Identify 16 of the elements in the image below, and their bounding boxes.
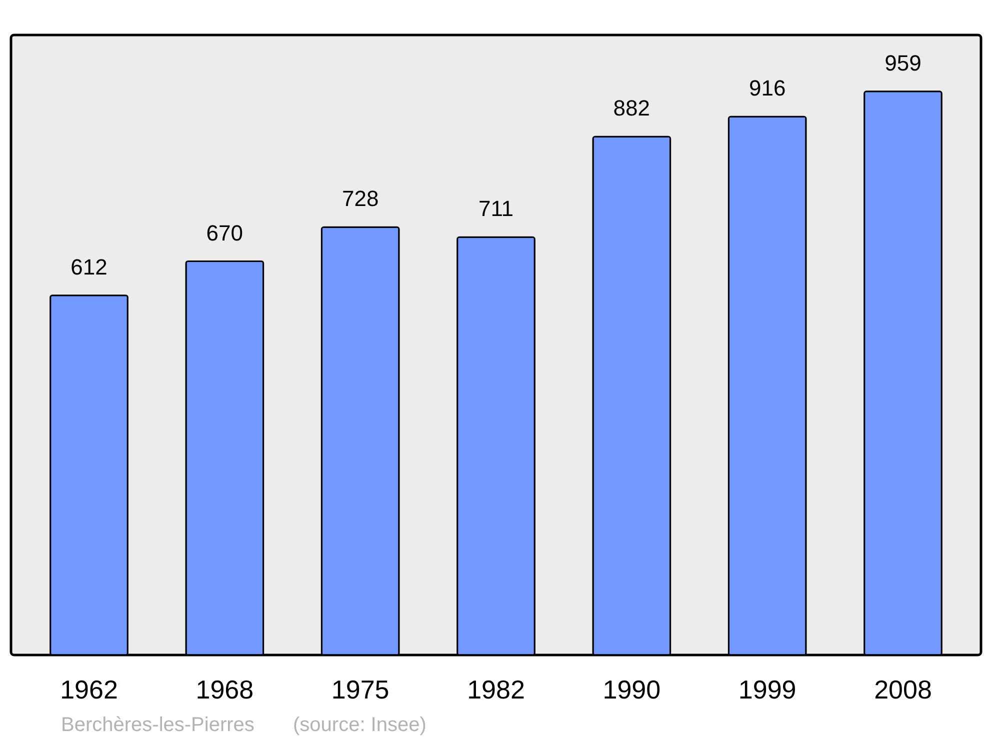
x-tick-label: 1982 — [467, 674, 525, 704]
text: (source: Insee) — [293, 714, 426, 736]
data-label: 612 — [70, 254, 108, 280]
x-tick-label: 1962 — [60, 674, 118, 704]
data-label: 959 — [884, 50, 922, 76]
text: Berchères-les-Pierres — [61, 714, 254, 736]
x-tick-label: 1975 — [331, 674, 390, 704]
data-label: 728 — [342, 186, 379, 212]
data-label: 916 — [748, 76, 786, 101]
x-tick-label: 1990 — [602, 674, 661, 704]
data-label: 711 — [478, 196, 514, 222]
data-label: 670 — [206, 220, 244, 246]
data-label: 882 — [613, 96, 650, 121]
x-tick-label: 1968 — [196, 674, 254, 704]
x-tick-label: 2008 — [874, 674, 932, 704]
x-tick-label: 1999 — [738, 674, 796, 704]
